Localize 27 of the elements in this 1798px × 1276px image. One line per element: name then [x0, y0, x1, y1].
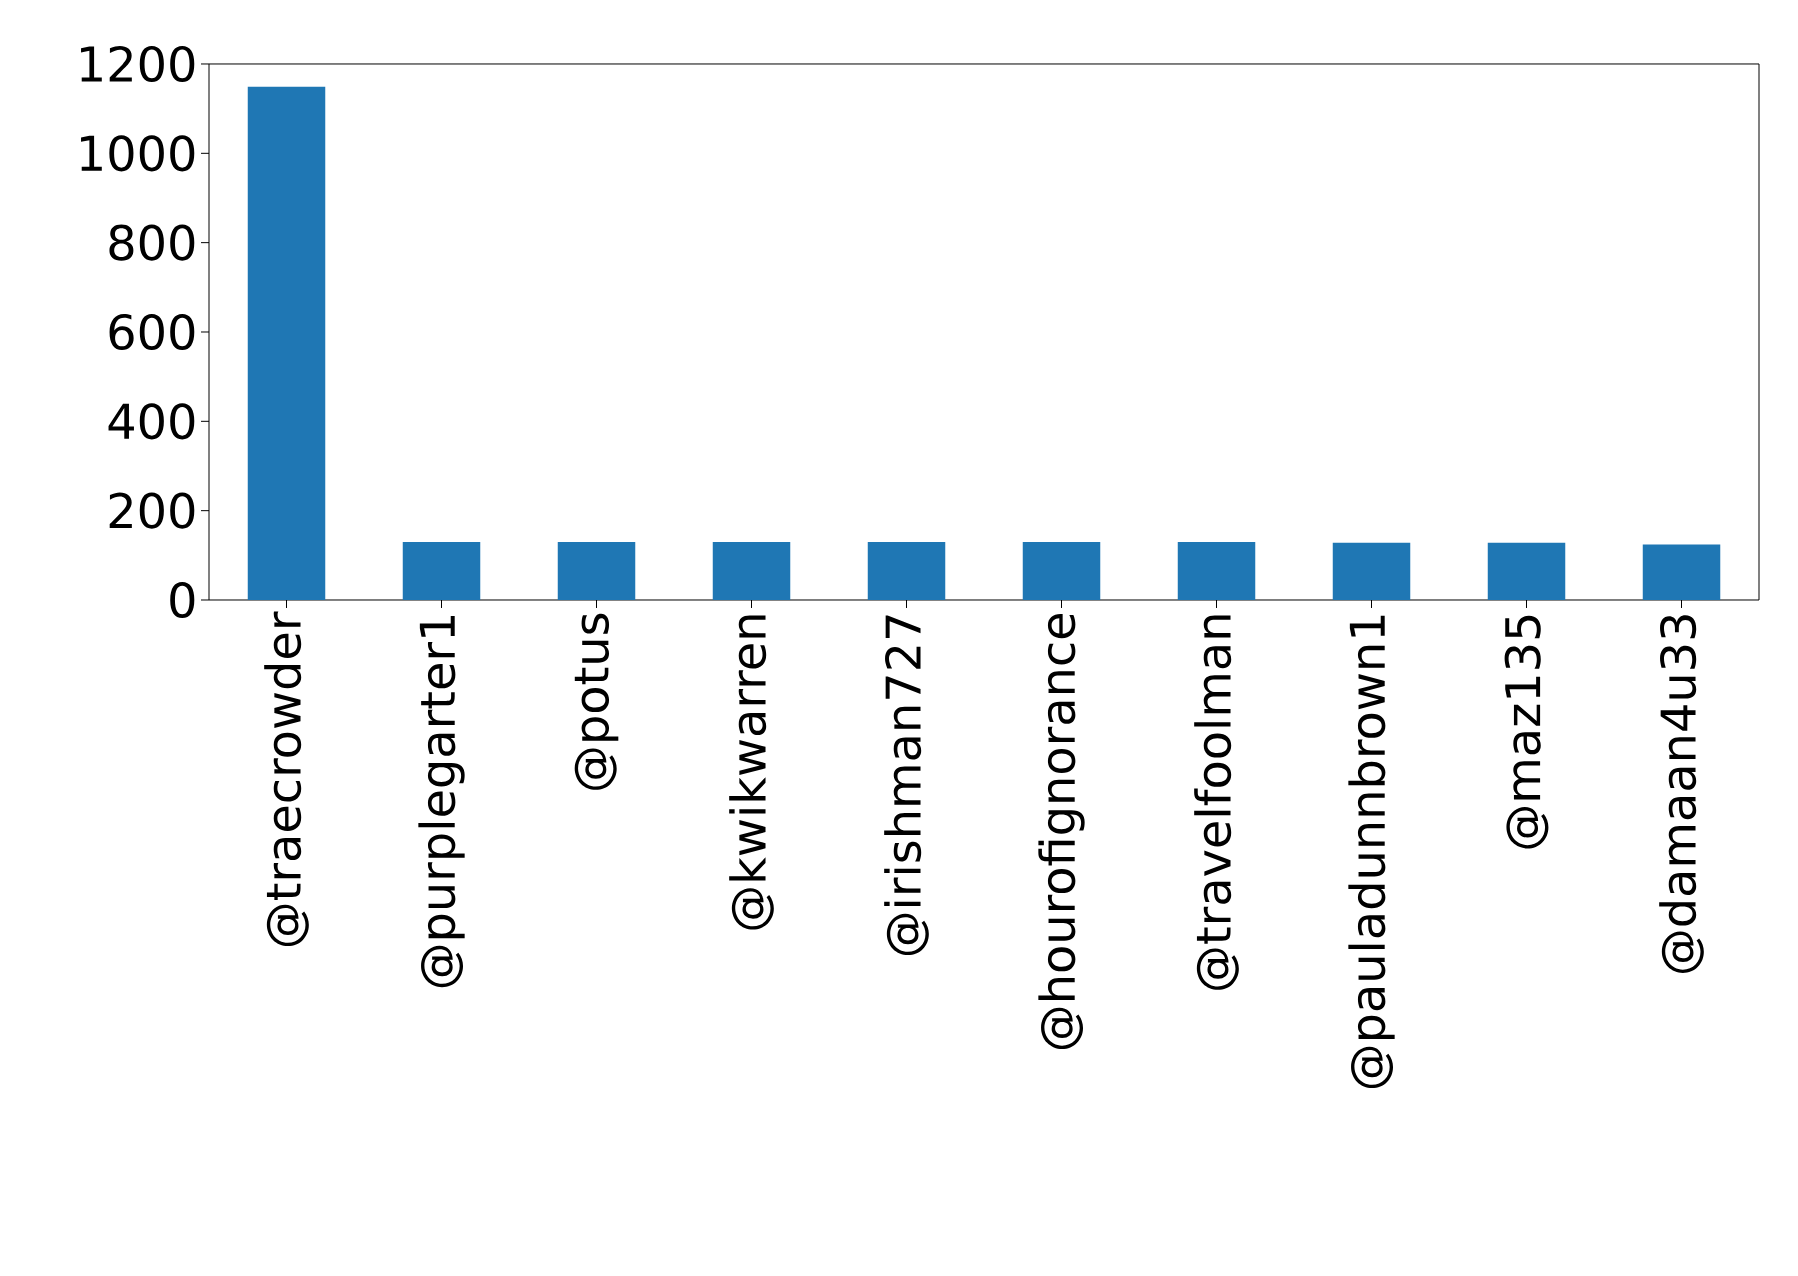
bar: [867, 541, 946, 600]
bar: [402, 541, 481, 600]
y-tick-label: 1000: [81, 135, 195, 172]
bar: [712, 541, 791, 600]
x-tick-label: @damaan4u33: [1659, 615, 1704, 973]
y-tick-label: 800: [109, 224, 195, 261]
y-tick-label: 1200: [81, 45, 195, 83]
x-tick-label: @maz135: [1504, 615, 1549, 849]
x-tick-label: @traecrowder: [264, 611, 309, 947]
bar: [247, 86, 326, 600]
x-tick-label: @potus: [574, 613, 619, 790]
bar: [1177, 541, 1256, 600]
bar: [1022, 541, 1101, 600]
y-tick-label: 600: [109, 313, 195, 351]
x-tick-label: @hourofignorance: [1038, 613, 1085, 1049]
x-tick-label: @kwikwarren: [729, 615, 774, 930]
bar: [1642, 544, 1721, 600]
bar: [1487, 542, 1566, 600]
x-tick-label: @travelfoolman: [1194, 615, 1239, 990]
x-tick-label: @irishman727: [884, 615, 929, 956]
bar: [1332, 542, 1411, 600]
y-tick-label: 400: [108, 403, 195, 440]
y-tick-label: 200: [109, 492, 195, 529]
x-tick-label: @purplegarter1: [418, 615, 465, 988]
bar: [557, 541, 636, 600]
y-tick-label: 0: [170, 581, 195, 619]
x-tick-label: @pauladunnbrown1: [1348, 615, 1395, 1089]
